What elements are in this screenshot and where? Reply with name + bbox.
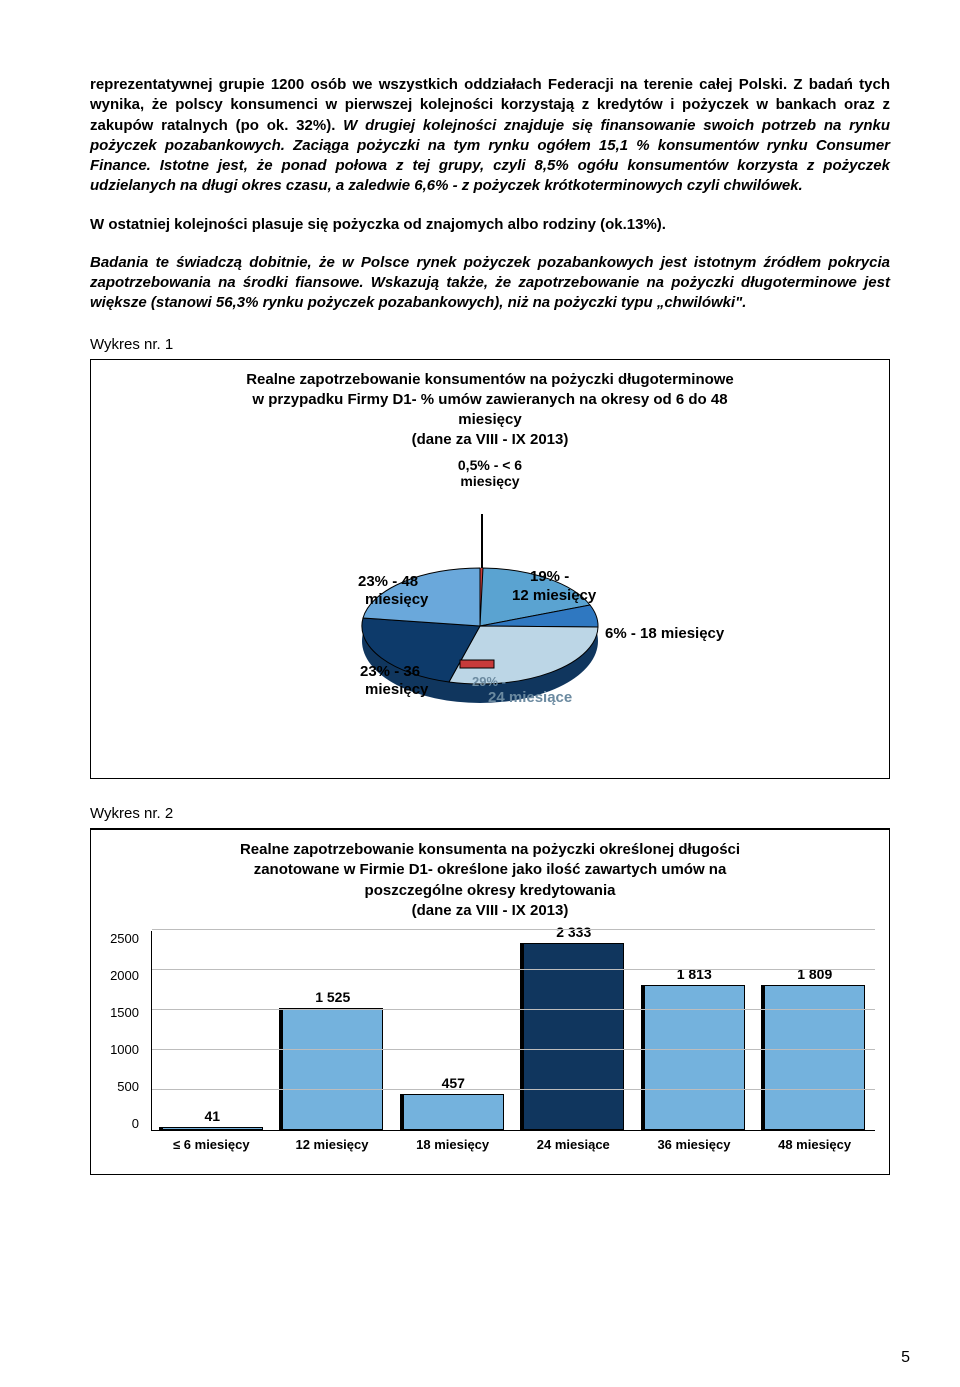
chart2-title: Realne zapotrzebowanie konsumenta na poż… <box>105 840 875 921</box>
pie-label-48a: 23% - 48 <box>358 573 418 590</box>
chart2-ytick: 2000 <box>110 968 139 983</box>
chart2-bar-value: 2 333 <box>523 924 624 940</box>
chart2-plot-wrap: 25002000150010005000 411 5254572 3331 81… <box>105 931 875 1131</box>
chart2-title-l4: (dane za VIII - IX 2013) <box>412 902 569 919</box>
chart2-ytick: 500 <box>117 1079 139 1094</box>
pie-label-24p: 29% - <box>472 674 506 689</box>
pie-label-48b: miesięcy <box>365 591 429 608</box>
chart2-title-l1: Realne zapotrzebowanie konsumenta na poż… <box>240 841 740 858</box>
chart1-top-label-1: 0,5% - < 6 <box>458 457 522 473</box>
pie-label-12b: 12 miesięcy <box>512 587 597 604</box>
chart2-box: Realne zapotrzebowanie konsumenta na poż… <box>90 828 890 1175</box>
chart2-xaxis: ≤ 6 miesięcy 12 miesięcy 18 miesięcy 24 mie… <box>105 1137 875 1152</box>
paragraph-2: W ostatniej kolejności plasuje się pożyc… <box>90 215 890 235</box>
chart2-bar-rect <box>162 1127 263 1130</box>
pie-label-24: 24 miesiące <box>488 689 572 706</box>
chart2-ytick: 1000 <box>110 1042 139 1057</box>
chart1-title-l1: Realne zapotrzebowanie konsumentów na po… <box>246 371 734 388</box>
pie-label-18: 6% - 18 miesięcy <box>605 625 725 642</box>
chart2-bar-value: 41 <box>162 1108 263 1124</box>
chart2-bar-value: 1 525 <box>282 989 383 1005</box>
chart1-title-l2: w przypadku Firmy D1- % umów zawieranych… <box>252 391 727 408</box>
chart2-bar-rect <box>644 985 745 1130</box>
chart2-yaxis: 2500 2000 1500 1000 500 0 <box>105 931 145 1131</box>
chart2-gridline <box>152 1049 875 1050</box>
chart1-pie-svg: 19% - 12 miesięcy 6% - 18 miesięcy 24 mi… <box>230 496 750 756</box>
chart2-gridline <box>152 1089 875 1090</box>
chart2-bar-group: 41 <box>162 1108 263 1130</box>
chart2-xlabel: 12 miesięcy <box>281 1137 382 1152</box>
chart2-bars: 411 5254572 3331 8131 809 <box>152 931 875 1130</box>
chart2-bar-rect <box>764 985 865 1130</box>
chart1-box: Realne zapotrzebowanie konsumentów na po… <box>90 359 890 780</box>
chart2-bar-rect <box>282 1008 383 1130</box>
paragraph-1: reprezentatywnej grupie 1200 osób we wsz… <box>90 75 890 197</box>
chart2-bar-rect <box>403 1094 504 1131</box>
chart2-caption: Wykres nr. 2 <box>90 805 890 822</box>
chart2-bar-rect <box>523 943 624 1130</box>
chart1-pie-container: 19% - 12 miesięcy 6% - 18 miesięcy 24 mi… <box>105 496 875 756</box>
chart2-xlabel: 24 miesiące <box>523 1137 624 1152</box>
chart2-xlabel: 36 miesięcy <box>643 1137 744 1152</box>
pie-label-12a: 19% - <box>530 568 569 585</box>
chart2-bar-group: 457 <box>403 1075 504 1131</box>
chart1-top-label-2: miesięcy <box>460 473 519 489</box>
paragraph-3: Badania te świadczą dobitnie, że w Polsc… <box>90 253 890 314</box>
chart2-ytick: 0 <box>132 1116 139 1131</box>
chart2-xlabel: 48 miesięcy <box>764 1137 865 1152</box>
page-number: 5 <box>901 1349 910 1367</box>
chart2-ytick: 1500 <box>110 1005 139 1020</box>
chart2-gridline <box>152 1009 875 1010</box>
chart2-gridline <box>152 969 875 970</box>
chart2-title-l3: poszczególne okresy kredytowania <box>365 882 616 899</box>
chart1-title-l3: miesięcy <box>458 411 521 428</box>
chart1-top-label: 0,5% - < 6 miesięcy <box>105 457 875 491</box>
chart2-title-l2: zanotowane w Firmie D1- określone jako i… <box>254 861 727 878</box>
pie-red-accent <box>460 660 494 668</box>
chart2-ytick: 2500 <box>110 931 139 946</box>
chart2-xlabel: ≤ 6 miesięcy <box>161 1137 262 1152</box>
pie-label-36a: 23% - 36 <box>360 663 420 680</box>
chart2-xlabel: 18 miesięcy <box>402 1137 503 1152</box>
chart2-bar-group: 1 813 <box>644 966 745 1130</box>
chart1-title: Realne zapotrzebowanie konsumentów na po… <box>105 370 875 451</box>
pie-label-36b: miesięcy <box>365 681 429 698</box>
chart2-bar-group: 1 525 <box>282 989 383 1130</box>
chart2-gridline <box>152 929 875 930</box>
chart2-plot-area: 411 5254572 3331 8131 809 <box>151 931 875 1131</box>
chart1-title-l4: (dane za VIII - IX 2013) <box>412 431 569 448</box>
chart2-bar-group: 2 333 <box>523 924 624 1130</box>
chart1-caption: Wykres nr. 1 <box>90 336 890 353</box>
